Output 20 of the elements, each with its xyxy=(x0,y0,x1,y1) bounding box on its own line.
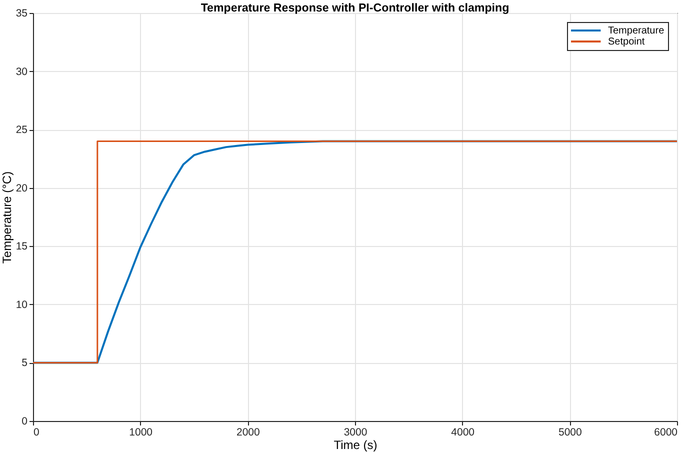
x-tick-label: 6000 xyxy=(654,426,678,438)
y-axis-title: Temperature (°C) xyxy=(0,171,14,264)
x-tick-label: 1000 xyxy=(129,426,153,438)
y-tick-label: 10 xyxy=(16,298,28,311)
legend-label: Temperature xyxy=(608,26,665,36)
x-tick-label: 5000 xyxy=(558,426,582,438)
y-tick-label: 20 xyxy=(16,182,28,194)
y-tick-label: 15 xyxy=(16,240,28,253)
x-tick-label: 0 xyxy=(34,426,40,438)
x-tick-label: 4000 xyxy=(451,426,475,438)
x-axis-title: Time (s) xyxy=(334,438,378,452)
y-tick-label: 25 xyxy=(16,124,28,136)
chart-title: Temperature Response with PI-Controller with clamping xyxy=(200,1,510,14)
y-tick-label: 30 xyxy=(16,66,28,78)
x-tick-label: 3000 xyxy=(344,426,368,438)
legend-label: Setpoint xyxy=(608,36,645,48)
y-tick-label: 5 xyxy=(22,357,28,370)
y-tick-label: 0 xyxy=(22,416,28,428)
y-tick-label: 35 xyxy=(16,8,28,20)
x-tick-label: 2000 xyxy=(236,426,260,438)
